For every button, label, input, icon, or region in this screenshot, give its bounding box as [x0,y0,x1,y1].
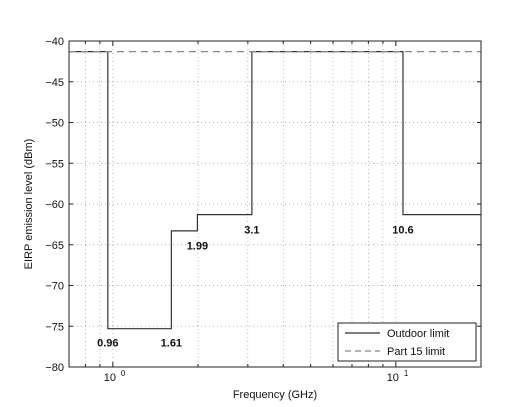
legend: Outdoor limit Part 15 limit [337,322,477,362]
annotation-label: 10.6 [392,224,413,236]
y-tick-label: −55 [45,158,64,170]
x-tick-label: 10 [387,372,399,384]
annotation-label: 0.96 [97,338,118,350]
y-tick-label: −80 [45,362,64,374]
y-tick-label: −60 [45,199,64,211]
plot-background [69,41,481,367]
y-tick-label: −75 [45,321,64,333]
y-tick-label: −50 [45,118,64,130]
x-tick-exponent: 0 [121,369,126,378]
grid [68,41,481,367]
x-tick-label: 10 [104,372,116,384]
ticks: −40 −45 −50 −55 −60 −65 −70 −75 −80 10 0 10 1 [45,36,481,384]
y-axis-label: EIRP emission level (dBm) [23,139,35,270]
y-tick-label: −40 [45,36,64,48]
y-tick-label: −45 [45,77,64,89]
legend-box [337,322,477,362]
annotations: 0.96 1.61 1.99 3.1 10.6 [97,224,414,349]
legend-label-part-15-limit: Part 15 limit [387,346,445,358]
annotation-label: 1.61 [161,338,182,350]
annotation-label: 3.1 [244,224,259,236]
legend-label-outdoor-limit: Outdoor limit [387,328,449,340]
x-axis-label: Frequency (GHz) [233,389,317,401]
y-tick-label: −65 [45,240,64,252]
series-layer [69,50,481,330]
annotation-label: 1.99 [187,241,208,253]
series-line-outdoor-limit [69,50,481,330]
y-tick-label: −70 [45,281,64,293]
x-tick-exponent: 1 [404,369,409,378]
